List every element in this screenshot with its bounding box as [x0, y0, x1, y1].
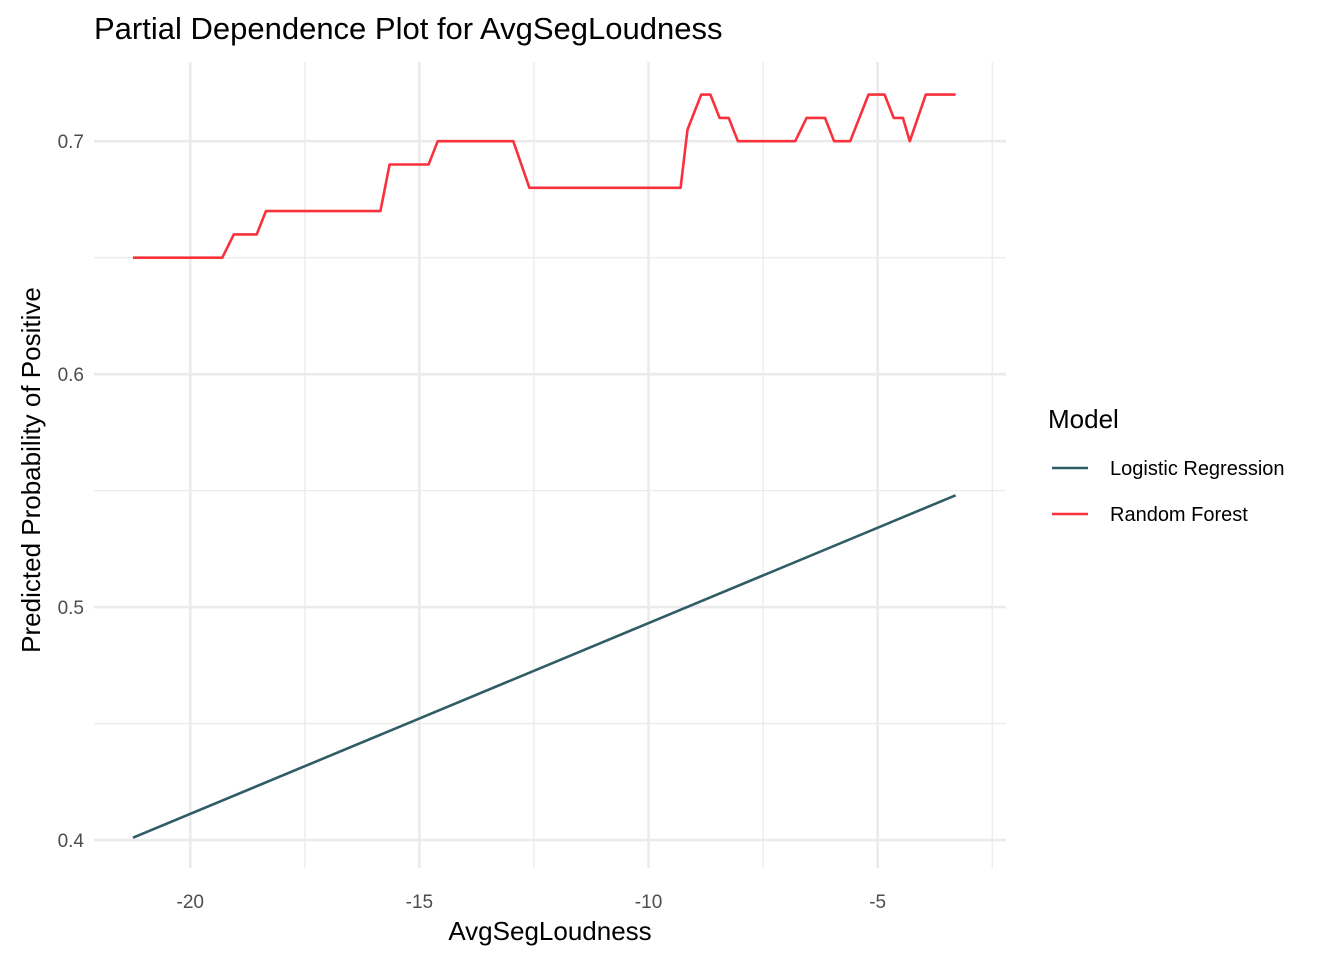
y-tick-label: 0.7 — [58, 132, 84, 153]
series-line-logistic-regression — [132, 494, 957, 839]
gridlines — [94, 62, 1006, 868]
legend: Model Logistic Regression Random Forest — [1048, 404, 1285, 526]
y-axis-ticks: 0.4 0.5 0.6 0.7 — [58, 132, 85, 852]
y-tick-label: 0.4 — [58, 831, 85, 852]
x-tick-label: -20 — [177, 892, 204, 913]
legend-items: Logistic Regression Random Forest — [1052, 458, 1285, 526]
legend-label-random-forest: Random Forest — [1110, 504, 1248, 526]
x-axis-ticks: -20 -15 -10 -5 — [177, 892, 887, 913]
series-line-random-forest — [133, 93, 956, 259]
x-tick-label: -5 — [869, 892, 886, 913]
y-tick-label: 0.6 — [58, 365, 84, 386]
x-tick-label: -15 — [406, 892, 433, 913]
y-axis-title: Predicted Probability of Positive — [16, 287, 46, 653]
chart-title: Partial Dependence Plot for AvgSegLoudne… — [94, 11, 722, 46]
y-tick-label: 0.5 — [58, 598, 84, 619]
x-tick-label: -10 — [635, 892, 662, 913]
x-axis-title: AvgSegLoudness — [448, 916, 651, 946]
legend-label-logistic-regression: Logistic Regression — [1110, 458, 1285, 480]
legend-title: Model — [1048, 404, 1119, 434]
series-lines — [132, 93, 957, 839]
